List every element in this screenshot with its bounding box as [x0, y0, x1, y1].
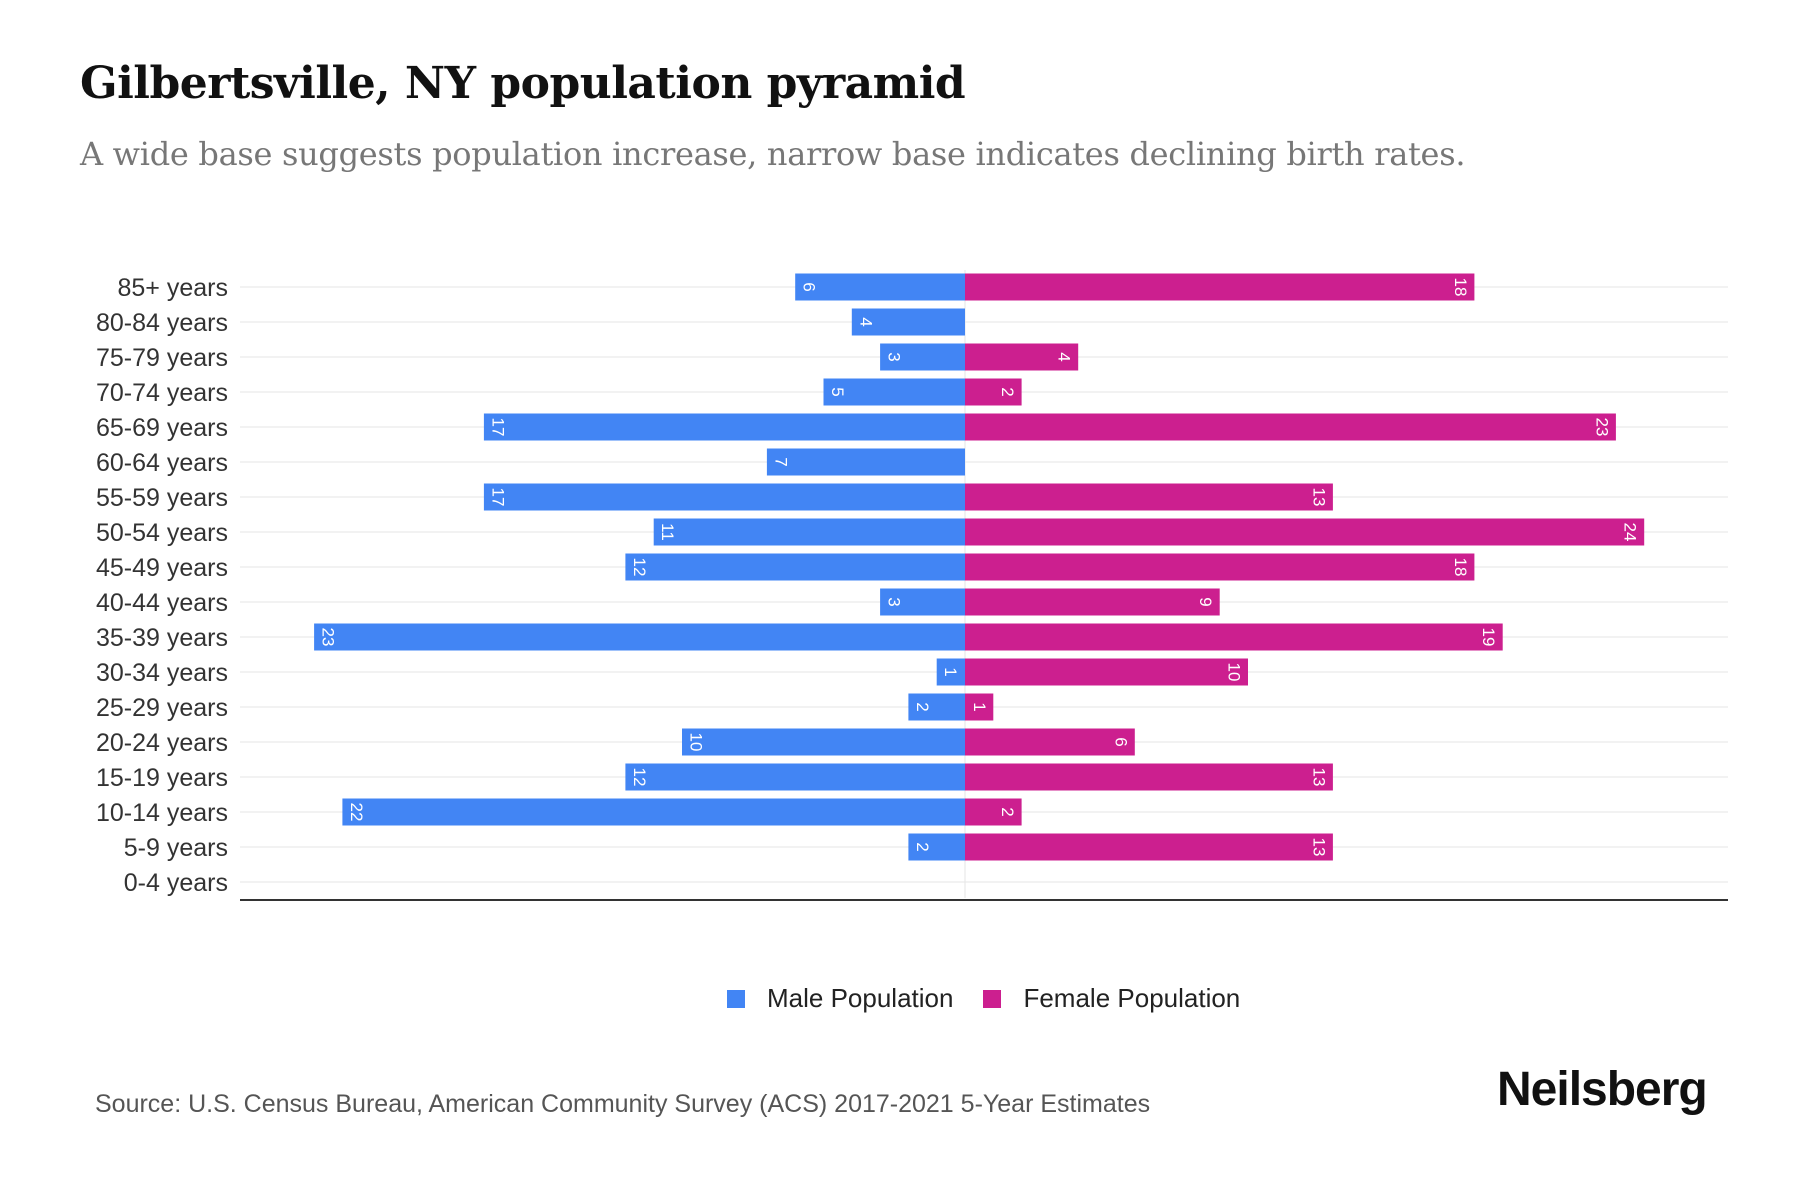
legend-swatch-female — [983, 989, 1002, 1008]
category-label: 50-54 years — [96, 519, 228, 547]
bar-female — [965, 658, 1248, 686]
category-label: 30-34 years — [96, 659, 228, 687]
bar-male — [314, 623, 966, 651]
category-label: 25-29 years — [96, 694, 228, 722]
category-label: 40-44 years — [96, 589, 228, 617]
data-label-male: 4 — [856, 317, 875, 326]
legend-swatch-male — [727, 989, 745, 1008]
bar-male — [682, 728, 965, 756]
bar-female — [965, 343, 1079, 371]
bar-male — [342, 798, 965, 826]
data-label-female: 13 — [1309, 768, 1328, 787]
legend-item-male: Male Population — [727, 983, 953, 1014]
category-label: 85+ years — [118, 274, 229, 302]
data-label-female: 4 — [1055, 352, 1074, 361]
bar-female — [965, 413, 1616, 441]
bar-male — [766, 448, 965, 476]
bar-male — [851, 308, 965, 336]
data-label-male: 10 — [687, 733, 706, 752]
data-label-male: 3 — [885, 352, 904, 361]
bar-male — [880, 343, 965, 371]
data-label-female: 9 — [1196, 597, 1215, 606]
data-label-male: 3 — [885, 597, 904, 606]
data-label-male: 12 — [630, 768, 649, 787]
category-label: 80-84 years — [96, 309, 228, 337]
data-label-female: 18 — [1451, 278, 1470, 297]
data-label-female: 10 — [1225, 663, 1244, 682]
category-label: 55-59 years — [96, 484, 228, 512]
bar-male — [653, 518, 965, 546]
bar-male — [880, 588, 965, 616]
population-pyramid-chart: 85+ years 80-84 years 75-79 years 70-74 yea… — [96, 270, 1728, 901]
category-label: 45-49 years — [96, 554, 228, 582]
chart-title: Gilbertsville, NY population pyramid — [80, 58, 966, 109]
data-label-male: 12 — [630, 558, 649, 577]
category-label: 75-79 years — [96, 344, 228, 372]
bar-male — [483, 483, 965, 511]
data-label-female: 2 — [998, 387, 1017, 396]
data-label-male: 17 — [488, 418, 507, 437]
legend-label-female: Female Population — [1023, 983, 1241, 1013]
bar-female — [965, 693, 994, 721]
data-label-female: 13 — [1309, 838, 1328, 857]
legend: Male Population Female Population — [727, 983, 1270, 1014]
bar-female — [965, 728, 1135, 756]
category-label: 5-9 years — [124, 834, 228, 862]
brand-logo: Neilsberg — [1497, 1063, 1708, 1116]
legend-item-female: Female Population — [983, 983, 1240, 1014]
category-label: 35-39 years — [96, 624, 228, 652]
bar-male — [795, 273, 965, 301]
data-label-male: 5 — [828, 387, 847, 396]
data-label-male: 23 — [319, 628, 338, 647]
data-label-male: 6 — [800, 282, 819, 291]
source-note: Source: U.S. Census Bureau, American Com… — [95, 1090, 1151, 1118]
bar-female — [965, 273, 1475, 301]
data-label-male: 2 — [913, 842, 932, 851]
bar-male — [908, 833, 965, 861]
data-label-male: 22 — [347, 803, 366, 822]
bar-female — [965, 483, 1333, 511]
data-label-female: 23 — [1592, 418, 1611, 437]
bar-male — [625, 763, 965, 791]
category-label: 10-14 years — [96, 799, 228, 827]
chart-subtitle: A wide base suggests population increase… — [80, 135, 1466, 173]
bar-female — [965, 833, 1333, 861]
bar-male — [936, 658, 965, 686]
bar-female — [965, 518, 1645, 546]
category-label: 60-64 years — [96, 449, 228, 477]
category-label: 65-69 years — [96, 414, 228, 442]
data-label-male: 11 — [658, 523, 677, 541]
category-label: 0-4 years — [124, 869, 228, 897]
data-label-female: 24 — [1621, 523, 1640, 542]
category-label: 15-19 years — [96, 764, 228, 792]
bar-male — [625, 553, 965, 581]
data-label-female: 2 — [998, 807, 1017, 816]
data-label-male: 17 — [488, 488, 507, 507]
data-label-male: 2 — [913, 702, 932, 711]
bar-female — [965, 763, 1333, 791]
data-label-female: 18 — [1451, 558, 1470, 577]
bar-female — [965, 798, 1022, 826]
data-label-female: 19 — [1479, 628, 1498, 647]
bar-male — [908, 693, 965, 721]
bar-male — [823, 378, 965, 406]
data-label-male: 7 — [771, 457, 790, 466]
bar-female — [965, 588, 1220, 616]
bar-male — [483, 413, 965, 441]
legend-label-male: Male Population — [767, 983, 954, 1013]
data-label-male: 1 — [941, 667, 960, 676]
bar-female — [965, 553, 1475, 581]
data-label-female: 13 — [1309, 488, 1328, 507]
category-label: 70-74 years — [96, 379, 228, 407]
data-label-female: 6 — [1111, 737, 1130, 746]
bar-female — [965, 378, 1022, 406]
bar-female — [965, 623, 1503, 651]
data-label-female: 1 — [970, 702, 989, 711]
category-label: 20-24 years — [96, 729, 228, 757]
